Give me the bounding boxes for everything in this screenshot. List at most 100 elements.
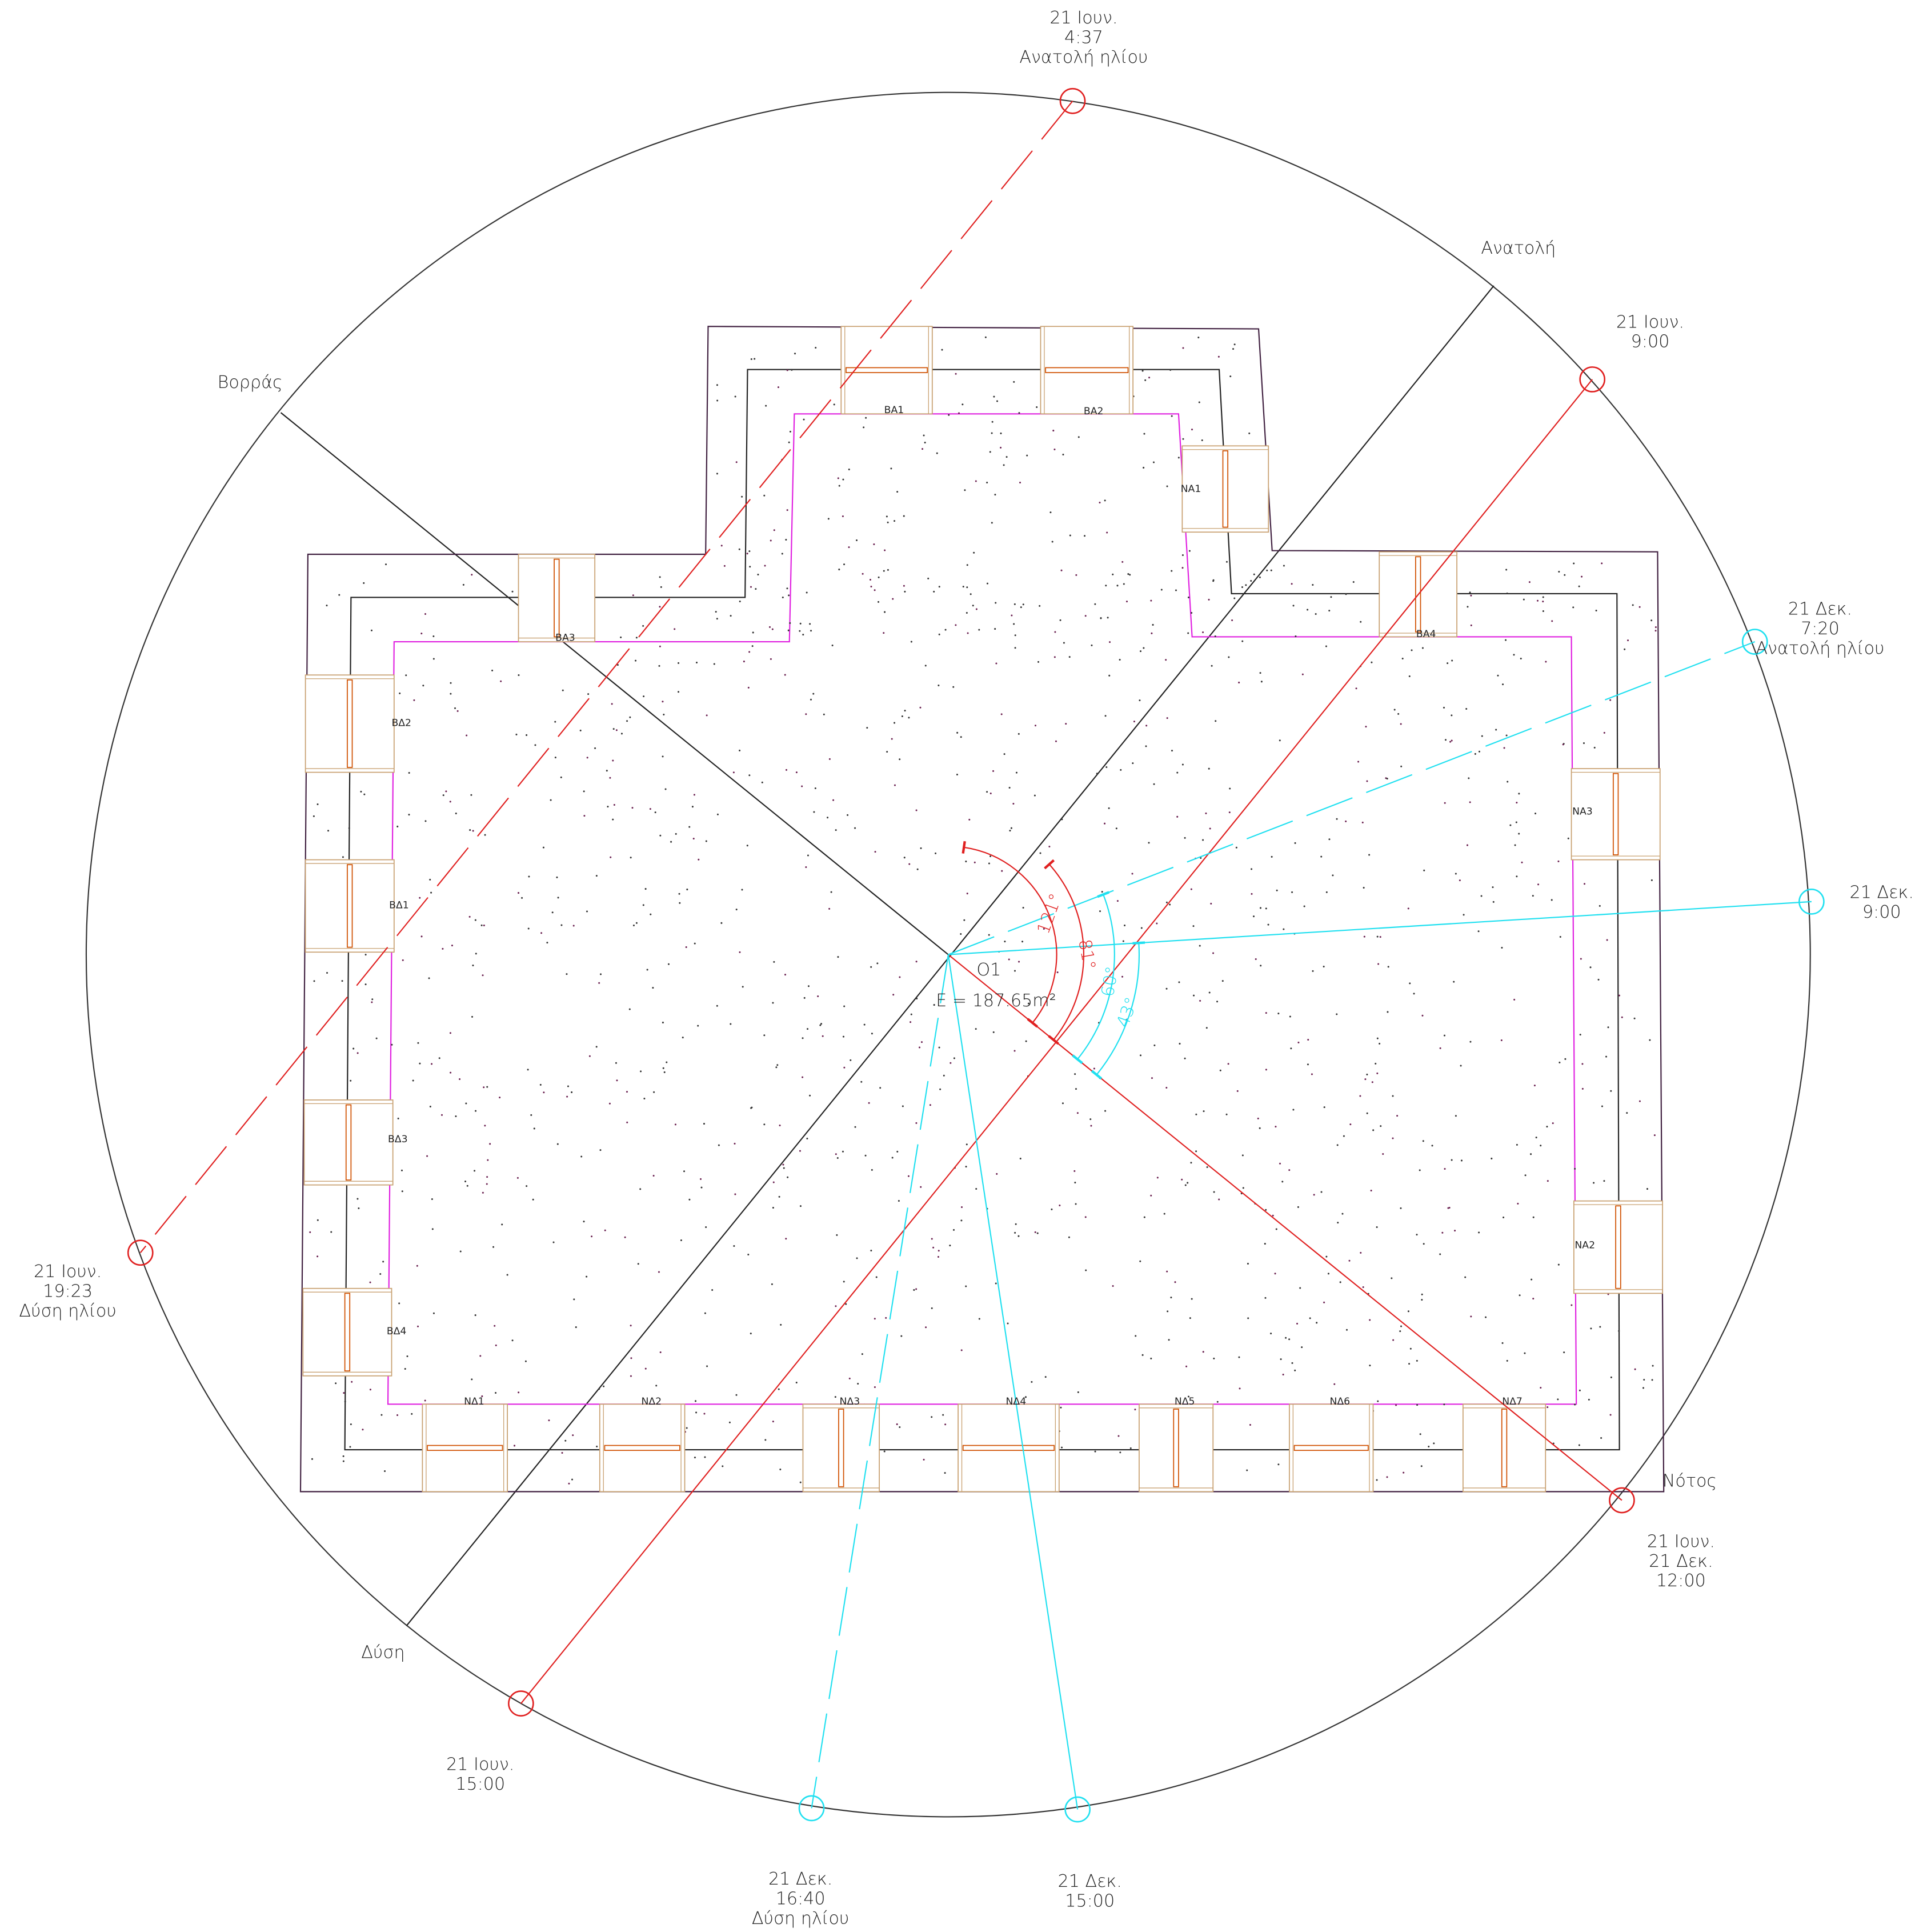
fill-dot [720, 922, 722, 924]
fill-dot [1169, 369, 1171, 371]
fill-dot [1280, 1358, 1282, 1360]
fill-dot [693, 838, 695, 839]
fill-dot [688, 826, 690, 828]
fill-dot [903, 515, 905, 517]
fill-dot [1557, 1398, 1559, 1400]
fill-dot [750, 1333, 752, 1334]
fill-dot [620, 637, 622, 638]
fill-dot [1157, 1177, 1159, 1178]
fill-dot [916, 810, 918, 811]
fill-dot [1478, 930, 1480, 932]
fill-dot [1094, 603, 1096, 605]
fill-dot [975, 1188, 977, 1190]
fill-dot [1652, 1365, 1654, 1367]
fill-dot [1020, 1158, 1021, 1159]
fill-dot [1545, 661, 1547, 662]
window-label: ΒΔ4 [387, 1326, 407, 1337]
fill-dot [558, 897, 559, 898]
fill-dot [550, 799, 552, 801]
fill-dot [1217, 1401, 1219, 1403]
fill-dot [411, 1413, 412, 1415]
fill-dot [810, 699, 812, 701]
fill-dot [560, 925, 562, 926]
fill-dot [1618, 995, 1620, 997]
fill-dot [564, 1440, 566, 1442]
fill-dot [1189, 1317, 1191, 1319]
fill-dot [1386, 1476, 1388, 1478]
fill-dot [1035, 1231, 1036, 1233]
fill-dot [1439, 1253, 1441, 1255]
window-label: ΒΔ3 [388, 1134, 408, 1145]
fill-dot [469, 916, 471, 918]
fill-dot [716, 1005, 718, 1007]
fill-dot [1153, 1045, 1155, 1046]
fill-dot [471, 1378, 472, 1380]
fill-dot [515, 734, 517, 735]
fill-dot [885, 1317, 887, 1319]
fill-dot [686, 889, 688, 890]
fill-dot [925, 665, 927, 666]
fill-dot [1513, 999, 1515, 1001]
fill-dot [587, 693, 589, 695]
fill-dot [1605, 1056, 1607, 1058]
fill-dot [1105, 766, 1107, 768]
fill-dot [1584, 883, 1585, 885]
fill-dot [884, 611, 886, 613]
fill-dot [663, 1067, 664, 1069]
fill-dot [607, 806, 608, 807]
fill-dot [1161, 589, 1163, 591]
fill-dot [772, 1207, 774, 1209]
fill-dot [419, 1063, 420, 1065]
fill-dot [1491, 1158, 1492, 1159]
fill-dot [1387, 778, 1388, 779]
fill-dot [1363, 1286, 1364, 1288]
fill-dot [357, 1052, 359, 1054]
fill-dot [408, 814, 410, 815]
angle-label: 121° [1033, 891, 1067, 937]
sun-position-label: 21 Ιουν. [34, 1262, 102, 1282]
fill-dot [422, 685, 424, 686]
fill-dot [817, 995, 819, 997]
fill-dot [865, 417, 867, 419]
sun-position-label: 21 Δεκ. [1788, 599, 1852, 619]
fill-dot [1105, 585, 1107, 586]
fill-dot [1085, 1216, 1087, 1218]
fill-dot [1326, 891, 1328, 893]
fill-dot [1061, 1447, 1063, 1449]
fill-dot [552, 911, 554, 913]
sun-position-label: 21 Δεκ. [1058, 1871, 1122, 1891]
fill-dot [365, 954, 367, 955]
fill-dot [1547, 1180, 1549, 1182]
fill-dot [1356, 687, 1357, 689]
fill-dot [871, 1033, 873, 1034]
fill-dot [489, 1143, 491, 1145]
fill-dot [416, 1265, 418, 1267]
fill-dot [1546, 1126, 1548, 1127]
fill-dot [975, 1028, 977, 1030]
fill-dot [1291, 891, 1293, 893]
fill-dot [1095, 1451, 1096, 1453]
fill-dot [1234, 343, 1236, 345]
fill-dot [1152, 624, 1154, 626]
fill-dot [991, 522, 993, 523]
fill-dot [1188, 597, 1189, 598]
fill-dot [583, 1221, 585, 1222]
fill-dot [967, 633, 969, 634]
fill-dot [1441, 1232, 1443, 1234]
fill-dot [1540, 1145, 1541, 1146]
fill-dot [1451, 660, 1453, 662]
fill-dot [1581, 576, 1583, 578]
fill-dot [1171, 750, 1173, 751]
fill-dot [850, 1059, 851, 1061]
fill-dot [1229, 811, 1231, 813]
fill-dot [730, 1023, 731, 1025]
fill-dot [663, 714, 664, 715]
fill-dot [988, 862, 990, 864]
fill-dot [1505, 569, 1507, 570]
fill-dot [883, 632, 884, 634]
fill-dot [764, 1439, 766, 1441]
fill-dot [1315, 613, 1317, 615]
fill-dot [645, 1368, 647, 1370]
fill-dot [450, 801, 451, 802]
fill-dot [1516, 875, 1517, 877]
